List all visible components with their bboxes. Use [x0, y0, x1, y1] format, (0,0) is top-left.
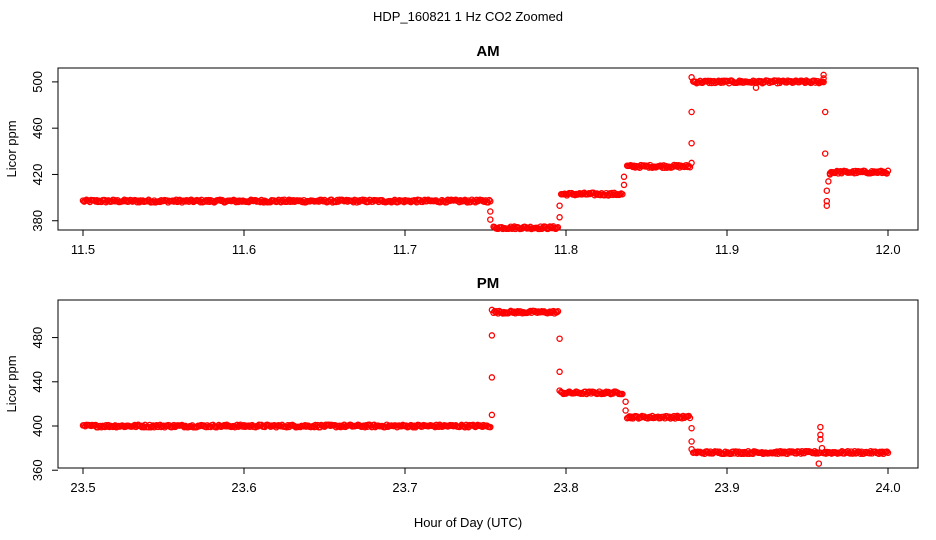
x-tick-label: 23.8: [553, 480, 578, 495]
data-point: [815, 460, 823, 467]
data-point: [752, 84, 760, 91]
data-point: [820, 75, 827, 82]
x-axis-label: Hour of Day (UTC): [413, 515, 523, 530]
data-point: [556, 387, 563, 394]
data-point: [622, 398, 629, 405]
y-tick-label: 480: [30, 327, 45, 349]
data-point: [813, 449, 821, 456]
data-point: [620, 181, 628, 189]
data-point: [487, 423, 494, 431]
x-tick-label: 23.9: [714, 480, 739, 495]
data-point: [488, 411, 496, 419]
data-point: [826, 171, 834, 178]
data-point: [488, 332, 496, 339]
y-axis-label: Licor ppm: [4, 355, 19, 412]
data-point: [487, 208, 494, 215]
data-point: [688, 445, 695, 453]
scatter-points: [79, 306, 892, 467]
data-point: [688, 74, 695, 81]
data-point: [688, 438, 695, 445]
scatter-points: [79, 71, 892, 233]
x-tick-label: 11.6: [232, 242, 256, 257]
data-point: [825, 178, 832, 185]
data-point: [818, 444, 826, 452]
data-point: [817, 436, 824, 443]
data-point: [820, 71, 827, 79]
y-tick-label: 440: [30, 371, 45, 393]
data-point: [820, 78, 827, 86]
data-point: [485, 196, 493, 204]
data-point: [817, 431, 824, 439]
y-tick-label: 360: [30, 459, 45, 481]
x-tick-label: 11.7: [393, 242, 417, 257]
data-point: [487, 216, 494, 223]
data-point: [622, 407, 629, 414]
pm-panel: PM Licor ppm 23.5 23.6 23.7 23.8 23.9 24.0 360 40…: [4, 275, 919, 495]
data-point: [556, 202, 563, 209]
data-point: [883, 448, 891, 455]
data-point: [487, 198, 494, 205]
x-tick-label: 23.7: [392, 480, 417, 495]
am-panel: AM Licor ppm 11.5 11.6 11.7 11.8 11.9 12.0 380 42…: [4, 43, 919, 257]
data-point: [817, 423, 824, 431]
data-point: [823, 202, 831, 209]
x-tick-label: 23.6: [231, 480, 256, 495]
plot-frame: [57, 67, 919, 231]
y-tick-label: 420: [30, 164, 45, 186]
x-tick-label: 11.8: [554, 242, 578, 257]
data-point: [556, 335, 563, 342]
data-point: [688, 139, 695, 147]
y-tick-label: 380: [30, 210, 45, 232]
data-point: [620, 173, 628, 181]
y-tick-label: 400: [30, 415, 45, 437]
data-point: [554, 224, 562, 231]
data-point: [884, 449, 892, 457]
data-point: [554, 308, 562, 315]
panel-title: PM: [477, 275, 500, 292]
data-point: [556, 368, 563, 376]
data-point: [488, 306, 496, 314]
data-point: [821, 150, 829, 157]
data-point: [884, 167, 892, 175]
data-point: [688, 159, 695, 167]
data-point: [823, 187, 831, 194]
x-tick-label: 11.5: [71, 242, 95, 257]
data-point: [619, 390, 626, 398]
data-point: [619, 190, 626, 198]
data-point: [688, 424, 695, 432]
x-tick-label: 24.0: [875, 480, 900, 495]
x-tick-label: 23.5: [70, 480, 95, 495]
data-point: [688, 108, 695, 116]
panel-title: AM: [476, 43, 499, 60]
x-tick-label: 11.9: [715, 242, 739, 257]
data-point: [686, 414, 694, 422]
figure-title: HDP_160821 1 Hz CO2 Zoomed: [372, 9, 564, 24]
y-tick-label: 500: [30, 71, 45, 93]
y-tick-label: 460: [30, 117, 45, 139]
data-point: [556, 214, 563, 221]
x-tick-label: 12.0: [875, 242, 900, 257]
data-point: [821, 108, 829, 116]
y-axis-label: Licor ppm: [4, 120, 19, 177]
data-point: [488, 374, 496, 381]
plot-frame: [57, 299, 919, 469]
data-point: [553, 309, 561, 316]
